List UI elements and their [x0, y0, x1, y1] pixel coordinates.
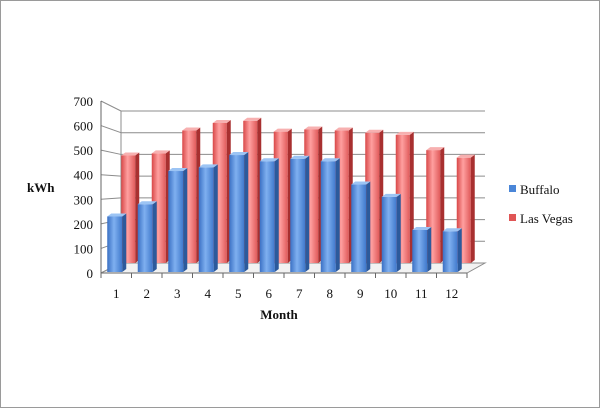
bar-buffalo-5-face	[229, 155, 245, 272]
x-tick-label: 9	[357, 286, 364, 301]
bar-buffalo-2-face	[137, 204, 153, 272]
bar-buffalo-7-face	[290, 158, 306, 272]
x-tick-label: 2	[144, 286, 151, 301]
y-tick-label: 300	[74, 192, 94, 207]
bar-las-vegas-2-top	[151, 150, 170, 154]
bar-buffalo-9	[351, 181, 371, 272]
bar-buffalo-11-face	[412, 230, 428, 272]
x-tick-label: 1	[113, 286, 120, 301]
bar-buffalo-6-side	[274, 158, 279, 272]
legend-label-buffalo: Buffalo	[520, 182, 559, 197]
bar-buffalo-6-top	[259, 158, 279, 162]
bar-buffalo-6-face	[259, 161, 275, 272]
bar-buffalo-5	[229, 152, 249, 272]
bar-buffalo-2-side	[152, 201, 157, 272]
bar-buffalo-10-side	[396, 193, 401, 272]
bar-buffalo-3	[168, 168, 188, 272]
bar-buffalo-12-side	[457, 228, 462, 272]
bar-buffalo-12	[442, 228, 462, 272]
bar-buffalo-3-side	[183, 168, 188, 272]
bar-las-vegas-8-top	[334, 127, 353, 131]
bar-buffalo-9-side	[366, 181, 371, 272]
y-axis-label: kWh	[27, 180, 55, 195]
bar-buffalo-8	[320, 158, 340, 272]
x-tick-label: 11	[415, 286, 428, 301]
bar-las-vegas-7-top	[304, 126, 323, 130]
bar-buffalo-5-side	[244, 152, 249, 272]
bar-buffalo-4	[198, 164, 218, 272]
bar-buffalo-3-top	[168, 168, 188, 172]
x-tick-label: 4	[205, 286, 212, 301]
bar-buffalo-6	[259, 158, 279, 272]
bar-las-vegas-12-top	[456, 154, 475, 158]
legend: Buffalo Las Vegas	[509, 182, 573, 226]
side-gridline	[100, 174, 122, 177]
bar-buffalo-1-top	[107, 213, 127, 217]
side-gridline	[100, 100, 122, 112]
x-axis-label: Month	[260, 307, 298, 322]
bar-buffalo-12-top	[442, 228, 462, 232]
bar-buffalo-4-face	[198, 167, 214, 272]
bar-las-vegas-3-top	[182, 127, 201, 131]
bar-buffalo-11-side	[427, 227, 432, 272]
bar-buffalo-1	[107, 213, 127, 272]
y-tick-label: 700	[74, 94, 94, 109]
legend-swatch-las-vegas	[509, 214, 516, 221]
bar-buffalo-7	[290, 155, 310, 272]
bar-buffalo-4-side	[213, 164, 218, 272]
bar-buffalo-1-side	[122, 213, 127, 272]
x-tick-label: 6	[266, 286, 273, 301]
y-tick-label: 600	[74, 119, 94, 134]
bar-buffalo-7-top	[290, 155, 310, 159]
side-gridline	[100, 149, 122, 155]
bar-buffalo-9-top	[351, 181, 371, 185]
bar-buffalo-3-face	[168, 171, 184, 272]
x-tick-label: 5	[235, 286, 242, 301]
legend-label-las-vegas: Las Vegas	[520, 211, 573, 226]
bar-las-vegas-4-top	[212, 119, 231, 123]
legend-swatch-buffalo	[509, 185, 516, 192]
bar-buffalo-9-face	[351, 184, 367, 272]
y-tick-label: 200	[74, 217, 94, 232]
bar-buffalo-10	[381, 193, 401, 272]
bar-las-vegas-9-top	[365, 129, 384, 133]
bar-buffalo-2	[137, 201, 157, 272]
bar-buffalo-1-face	[107, 216, 123, 272]
bar-buffalo-8-top	[320, 158, 340, 162]
bar-buffalo-4-top	[198, 164, 218, 168]
side-gridline	[100, 197, 122, 200]
bar-buffalo-2-top	[137, 201, 157, 205]
bar-buffalo-5-top	[229, 152, 249, 156]
bar-buffalo-11-top	[412, 227, 432, 230]
bar-buffalo-8-side	[335, 158, 340, 272]
bar-buffalo-11	[412, 227, 432, 272]
y-tick-label: 100	[74, 241, 94, 256]
x-tick-label: 3	[174, 286, 181, 301]
bar-buffalo-10-top	[381, 193, 401, 197]
bar-las-vegas-6-top	[273, 128, 292, 132]
x-tick-label: 12	[445, 286, 458, 301]
bar-buffalo-7-side	[305, 155, 310, 272]
y-tick-label: 400	[74, 168, 94, 183]
bar-las-vegas-12-side	[470, 154, 475, 263]
bar-las-vegas-1-top	[121, 152, 140, 156]
y-tick-label: 0	[87, 266, 94, 281]
bar-las-vegas-5-top	[243, 117, 262, 121]
bar-las-vegas-10-top	[395, 131, 414, 135]
side-gridline	[100, 125, 122, 134]
x-tick-label: 7	[296, 286, 303, 301]
bar-buffalo-12-face	[442, 231, 458, 272]
bars	[107, 117, 475, 272]
x-tick-label: 8	[327, 286, 334, 301]
bar-buffalo-10-face	[381, 196, 397, 272]
bar-las-vegas-11-top	[426, 147, 445, 151]
x-tick-label: 10	[384, 286, 397, 301]
y-tick-label: 500	[74, 143, 94, 158]
bar-buffalo-8-face	[320, 161, 336, 272]
